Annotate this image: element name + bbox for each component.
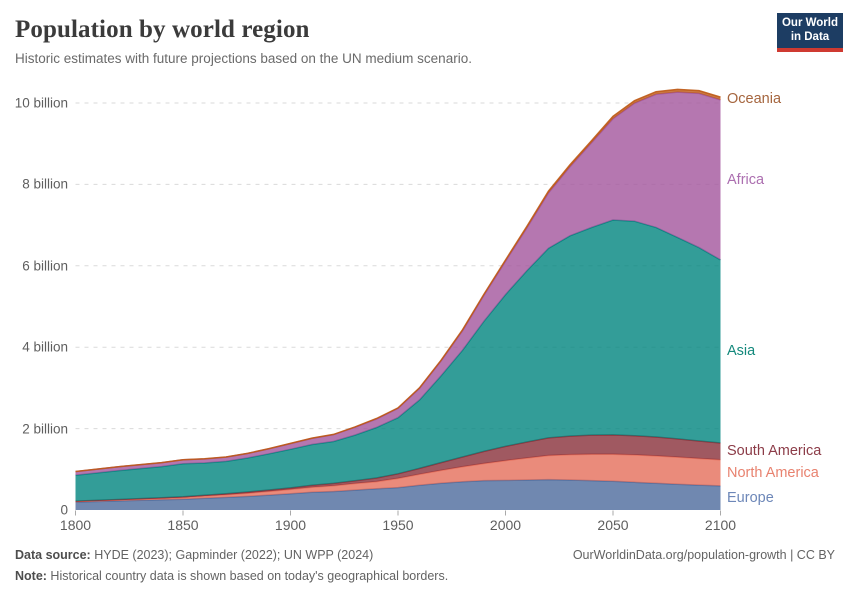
x-axis-label: 2100 [704, 517, 737, 533]
y-axis-label: 10 billion [14, 95, 68, 111]
chart-subtitle: Historic estimates with future projectio… [15, 51, 472, 66]
series-label-south-america[interactable]: South America [727, 443, 822, 460]
area-south-america[interactable] [75, 434, 721, 502]
data-source-text: Data source: HYDE (2023); Gapminder (202… [15, 548, 374, 562]
chart-footer: Data source: HYDE (2023); Gapminder (202… [15, 547, 835, 585]
x-axis-label: 2000 [489, 517, 522, 533]
citation-link[interactable]: OurWorldinData.org/population-growth | C… [572, 548, 835, 562]
series-label-africa[interactable]: Africa [727, 171, 765, 188]
x-axis-label: 1800 [59, 517, 92, 533]
owid-logo[interactable]: Our World in Data [777, 13, 843, 52]
owid-logo-line1: Our World [781, 17, 838, 29]
series-label-asia[interactable]: Asia [727, 343, 756, 360]
area-africa[interactable] [75, 92, 721, 476]
x-axis-label: 2050 [597, 517, 629, 533]
series-label-north-america[interactable]: North America [727, 464, 819, 481]
footnote: Note: Historical country data is shown b… [15, 568, 449, 583]
series-label-europe[interactable]: Europe [727, 489, 774, 506]
area-line-oceania [75, 88, 721, 473]
y-axis-label: 2 billion [22, 421, 68, 437]
stacked-area-svg [75, 88, 723, 516]
y-axis-label: 0 [60, 502, 68, 518]
area-europe[interactable] [75, 479, 721, 510]
area-north-america[interactable] [75, 454, 721, 503]
y-axis-label: 8 billion [22, 176, 68, 192]
owid-logo-line2: in Data [790, 31, 830, 44]
y-axis-label: 6 billion [22, 258, 68, 274]
area-asia[interactable] [75, 220, 721, 502]
x-axis-label: 1950 [382, 517, 414, 533]
footnote-label: Note: [15, 568, 47, 583]
y-axis-label: 4 billion [22, 339, 68, 355]
x-axis-label: 1850 [167, 517, 199, 533]
chart-plot-area: 0 2 billion 4 billion 6 billion 8 billion 10 … [14, 88, 822, 533]
owid-logo-red-bar [777, 47, 843, 52]
page-title: Population by world region [15, 16, 310, 43]
data-source-label: Data source: [15, 548, 91, 562]
series-label-oceania[interactable]: Oceania [727, 90, 782, 107]
x-axis-label: 1900 [274, 517, 307, 533]
